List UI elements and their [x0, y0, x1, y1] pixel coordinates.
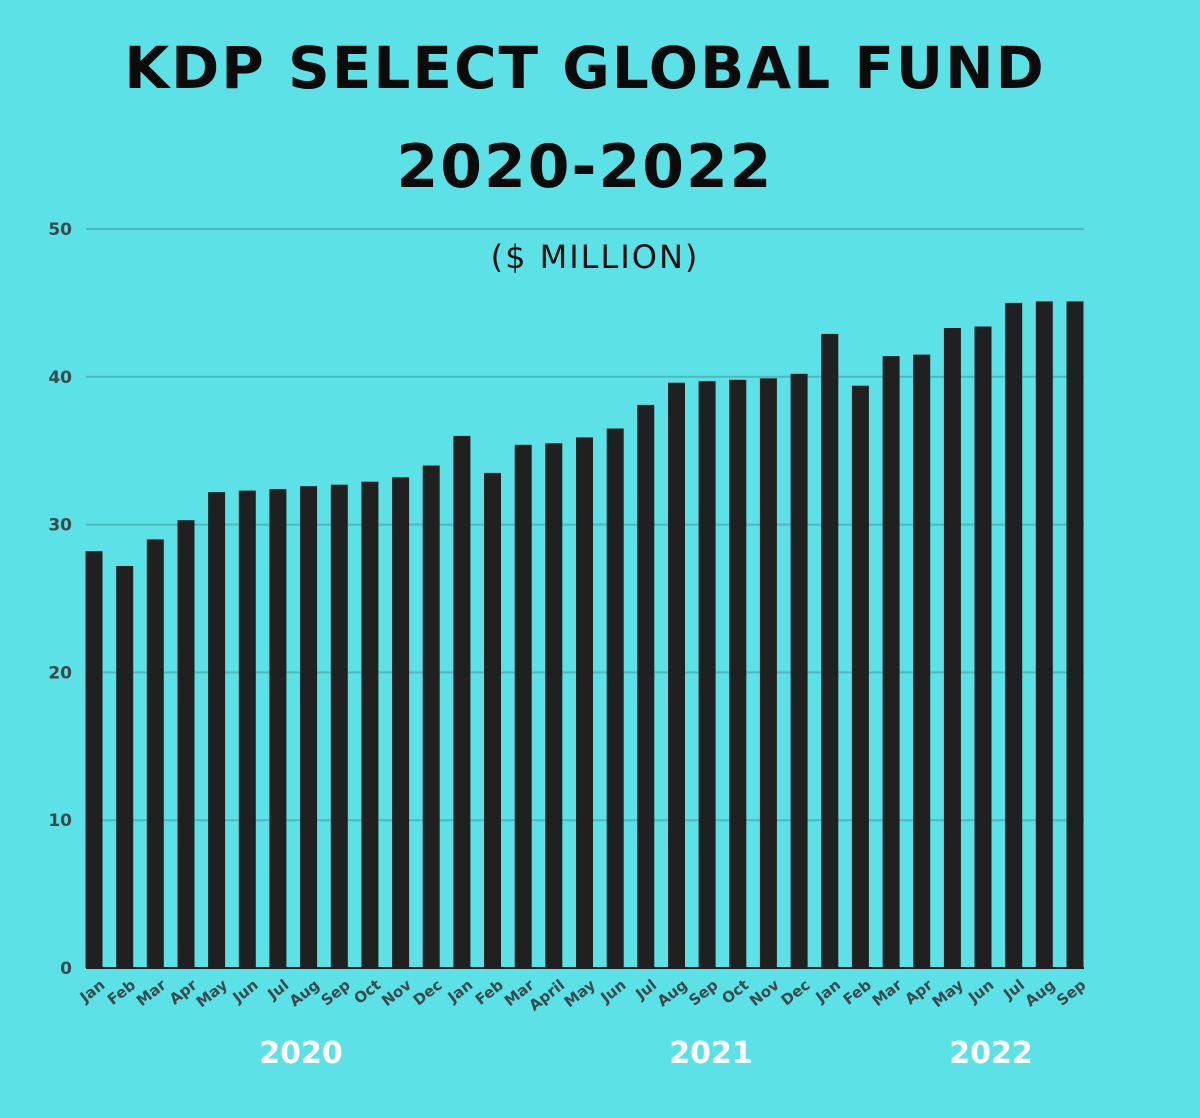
bar: [208, 492, 226, 968]
bar: [392, 477, 410, 968]
bar: [116, 566, 134, 968]
x-tick-label: Jun: [964, 976, 997, 1007]
bar: [729, 379, 747, 968]
x-tick-label: Jan: [444, 976, 477, 1007]
bar: [913, 354, 931, 969]
bar: [821, 333, 839, 968]
unit-label: ($ MILLION): [491, 238, 700, 276]
x-tick-label: Oct: [350, 976, 384, 1008]
bar: [238, 490, 256, 968]
x-tick-label: May: [193, 976, 231, 1011]
bar: [668, 382, 685, 968]
bar: [545, 443, 563, 968]
bar: [146, 539, 164, 968]
x-tick-label: Aug: [1022, 976, 1059, 1011]
y-tick-label: 50: [48, 220, 72, 240]
bar: [974, 326, 992, 968]
bar: [882, 356, 900, 969]
x-tick-label: Apr: [902, 975, 937, 1008]
x-tick-label: Sep: [685, 976, 721, 1010]
bar: [790, 373, 808, 968]
bar: [269, 489, 287, 968]
y-tick-label: 40: [48, 368, 72, 388]
bar: [759, 378, 777, 968]
y-axis-ticks: 0 10 20 30 40 50: [48, 220, 72, 979]
x-tick-label: Jan: [76, 976, 109, 1007]
bar: [300, 486, 318, 968]
x-tick-label: Dec: [778, 976, 814, 1010]
bar: [606, 428, 624, 968]
bar: [1066, 301, 1084, 968]
x-tick-label: Sep: [1053, 976, 1089, 1010]
y-tick-label: 10: [48, 811, 72, 831]
x-tick-label: Apr: [166, 975, 201, 1008]
y-tick-label: 0: [60, 959, 72, 979]
bar: [453, 435, 471, 968]
bar: [177, 520, 195, 968]
bar: [514, 444, 532, 968]
year-group-label: 2022: [949, 1036, 1033, 1071]
x-tick-label: Nov: [378, 976, 415, 1010]
bar: [361, 481, 379, 968]
x-tick-label: Feb: [840, 976, 875, 1009]
bar: [484, 472, 501, 968]
bar: [943, 328, 961, 968]
x-tick-label: Dec: [410, 976, 446, 1010]
x-tick-label: Feb: [104, 976, 139, 1009]
x-tick-label: Aug: [286, 976, 323, 1011]
y-tick-label: 30: [48, 516, 72, 536]
x-tick-label: Nov: [746, 976, 783, 1010]
bars: [85, 301, 1084, 969]
bar: [330, 484, 348, 968]
chart-title: KDP SELECT GLOBAL FUND: [124, 34, 1046, 102]
x-tick-label: May: [929, 976, 967, 1011]
bar: [1035, 301, 1053, 968]
x-tick-label: Jun: [229, 976, 262, 1007]
year-group-label: 2020: [259, 1036, 343, 1071]
year-group-label: 2021: [669, 1036, 753, 1071]
x-tick-label: May: [561, 976, 599, 1011]
x-tick-label: Jan: [811, 976, 844, 1007]
x-tick-label: Mar: [869, 975, 906, 1010]
year-labels: 2020 2021 2022: [259, 1036, 1033, 1071]
bar: [85, 551, 103, 968]
bar: [1005, 302, 1023, 968]
x-tick-label: Aug: [654, 976, 691, 1011]
x-tick-label: Feb: [472, 976, 507, 1009]
x-tick-label: Sep: [318, 976, 354, 1010]
x-tick-label: Mar: [133, 975, 170, 1010]
x-tick-label: Jun: [596, 976, 629, 1007]
bar: [851, 385, 869, 968]
bar: [576, 437, 593, 968]
chart-subtitle: 2020-2022: [396, 132, 774, 202]
y-tick-label: 20: [48, 663, 72, 683]
bar: [422, 465, 440, 968]
x-tick-label: Oct: [718, 976, 752, 1008]
bar: [698, 381, 716, 968]
bar: [637, 404, 655, 968]
